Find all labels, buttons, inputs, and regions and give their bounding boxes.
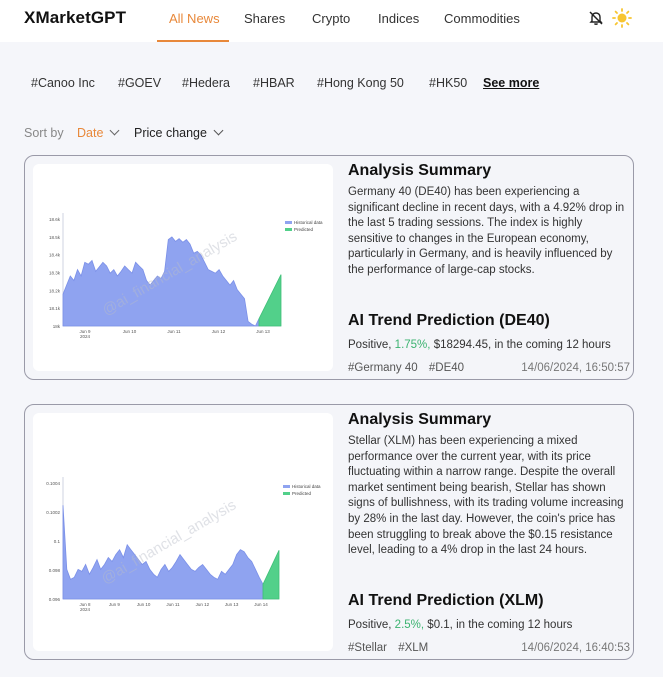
legend-swatch-predicted (285, 228, 292, 231)
nav-indices[interactable]: Indices (378, 11, 420, 26)
y-tick-label: 18.5k (49, 235, 61, 240)
chevron-down-icon (213, 125, 224, 136)
predicted-data-area (262, 550, 280, 600)
legend-label-predicted: Predicted (294, 227, 314, 232)
y-tick-label: 18.1k (49, 306, 61, 311)
card-tag-stellar[interactable]: #Stellar (348, 642, 387, 654)
x-tick-label: Jun 12 (196, 602, 210, 607)
y-tick-label: 0.098 (49, 568, 61, 573)
active-nav-indicator (157, 40, 229, 42)
prediction-title: AI Trend Prediction (DE40) (348, 312, 550, 329)
x-tick-label: Jun 10 (123, 329, 137, 334)
sort-date-label: Date (77, 126, 104, 140)
news-card[interactable]: 0.1004 0.1002 0.1 0.098 0.096 Jun 8 2024 Jun 9 J… (24, 404, 634, 660)
legend-label-historical: Historical data (292, 484, 321, 489)
app-logo[interactable]: XMarketGPT (24, 8, 127, 27)
card-text: Analysis Summary Stellar (XLM) has been … (348, 411, 630, 654)
card-text: Analysis Summary Germany 40 (DE40) has b… (348, 162, 630, 374)
legend-label-predicted: Predicted (292, 491, 312, 496)
tag-canoo-inc[interactable]: #Canoo Inc (31, 76, 95, 90)
legend-swatch-predicted (283, 492, 290, 495)
y-tick-label: 18.4k (49, 253, 61, 258)
card-tag-de40[interactable]: #DE40 (428, 362, 465, 374)
tag-hedera[interactable]: #Hedera (182, 76, 230, 90)
card-timestamp: 14/06/2024, 16:40:53 (521, 642, 630, 654)
analysis-summary-text: Germany 40 (DE40) has been experiencing … (348, 186, 625, 276)
legend-swatch-historical (285, 221, 292, 224)
sort-by-label: Sort by (24, 126, 64, 140)
x-tick-label: Jun 9 (79, 329, 91, 334)
y-tick-label: 0.1 (54, 539, 61, 544)
x-tick-year-label: 2024 (80, 334, 91, 339)
prediction-title: AI Trend Prediction (XLM) (348, 592, 544, 609)
top-navigation-bar: XMarketGPT All News Shares Crypto Indice… (0, 0, 663, 42)
card-footer: #Stellar #XLM 14/06/2024, 16:40:53 (348, 642, 630, 654)
legend-swatch-historical (283, 485, 290, 488)
tag-hk50[interactable]: #HK50 (429, 76, 468, 90)
legend-label-historical: Historical data (294, 220, 323, 225)
prediction-direction: Positive, (348, 339, 392, 351)
y-tick-label: 18.3k (49, 271, 61, 276)
card-tag-germany-40[interactable]: #Germany 40 (348, 362, 418, 374)
x-tick-year-label: 2024 (80, 607, 91, 612)
prediction-line: Positive, 1.75%, $18294.45, in the comin… (348, 339, 611, 351)
x-tick-label: Jun 11 (166, 602, 180, 607)
x-tick-label: Jun 13 (225, 602, 239, 607)
y-tick-label: 0.1004 (46, 481, 60, 486)
card-tag-xlm[interactable]: #XLM (398, 642, 429, 654)
analysis-summary-title: Analysis Summary (348, 411, 492, 428)
prediction-direction: Positive, (348, 619, 392, 631)
tag-goev[interactable]: #GOEV (118, 76, 162, 90)
nav-shares[interactable]: Shares (244, 11, 286, 26)
card-timestamp: 14/06/2024, 16:50:57 (521, 362, 630, 374)
prediction-horizon: in the coming 12 hours (494, 339, 611, 351)
analysis-summary-title: Analysis Summary (348, 162, 492, 179)
x-tick-label: Jun 10 (137, 602, 151, 607)
prediction-price: $18294.45, (433, 339, 492, 351)
nav-crypto[interactable]: Crypto (312, 11, 351, 26)
prediction-horizon: in the coming 12 hours (456, 619, 573, 631)
x-tick-label: Jun 11 (167, 329, 181, 334)
y-tick-label: 18.2k (49, 288, 61, 293)
x-tick-label: Jun 8 (79, 602, 91, 607)
predicted-data-area (258, 274, 282, 327)
price-chart: 18.6k 18.5k 18.4k 18.3k 18.2k 18.1k 18k Jun 920… (49, 213, 323, 339)
historical-data-area (62, 505, 264, 600)
y-tick-label: 0.096 (49, 597, 61, 602)
prediction-line: Positive, 2.5%, $0.1, in the coming 12 h… (348, 619, 572, 631)
see-more-link[interactable]: See more (483, 76, 540, 90)
x-tick-label: Jun 14 (254, 602, 268, 607)
tag-hbar[interactable]: #HBAR (253, 76, 295, 90)
light-mode-sun-icon[interactable] (612, 8, 632, 28)
prediction-price: $0.1, (427, 619, 453, 631)
x-tick-label: Jun 13 (256, 329, 270, 334)
sort-price-change-dropdown[interactable]: Price change (134, 125, 224, 140)
tag-hong-kong-50[interactable]: #Hong Kong 50 (317, 76, 404, 90)
chevron-down-icon (109, 125, 120, 136)
y-tick-label: 0.1002 (46, 510, 60, 515)
x-tick-label: Jun 9 (109, 602, 121, 607)
historical-data-area (62, 236, 260, 327)
nav-commodities[interactable]: Commodities (444, 11, 520, 26)
news-card[interactable]: 18.6k 18.5k 18.4k 18.3k 18.2k 18.1k 18k Jun 9 20… (24, 155, 634, 380)
x-tick-label: Jun 12 (212, 329, 226, 334)
y-tick-label: 18k (53, 324, 61, 329)
sort-price-change-label: Price change (134, 126, 207, 140)
price-chart-container: 18.6k 18.5k 18.4k 18.3k 18.2k 18.1k 18k Jun 9 20… (33, 164, 333, 371)
prediction-percent: 2.5%, (394, 619, 425, 631)
prediction-percent: 1.75%, (394, 339, 431, 351)
y-tick-label: 18.6k (49, 217, 61, 222)
trending-tags: #Canoo Inc #GOEV #Hedera #HBAR #Hong Kon… (0, 76, 663, 94)
sort-date-dropdown[interactable]: Date (77, 125, 120, 140)
nav-all-news[interactable]: All News (169, 11, 220, 26)
price-chart-container: 0.1004 0.1002 0.1 0.098 0.096 Jun 8 2024 Jun 9 J… (33, 413, 333, 651)
analysis-summary-text: Stellar (XLM) has been experiencing a mi… (348, 435, 624, 557)
card-footer: #Germany 40 #DE40 14/06/2024, 16:50:57 (348, 362, 630, 374)
notifications-off-icon[interactable] (588, 10, 604, 26)
